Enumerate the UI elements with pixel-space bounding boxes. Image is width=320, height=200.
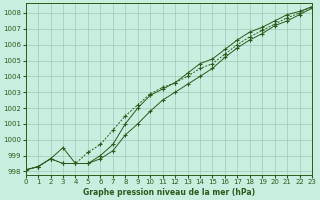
X-axis label: Graphe pression niveau de la mer (hPa): Graphe pression niveau de la mer (hPa)	[83, 188, 255, 197]
